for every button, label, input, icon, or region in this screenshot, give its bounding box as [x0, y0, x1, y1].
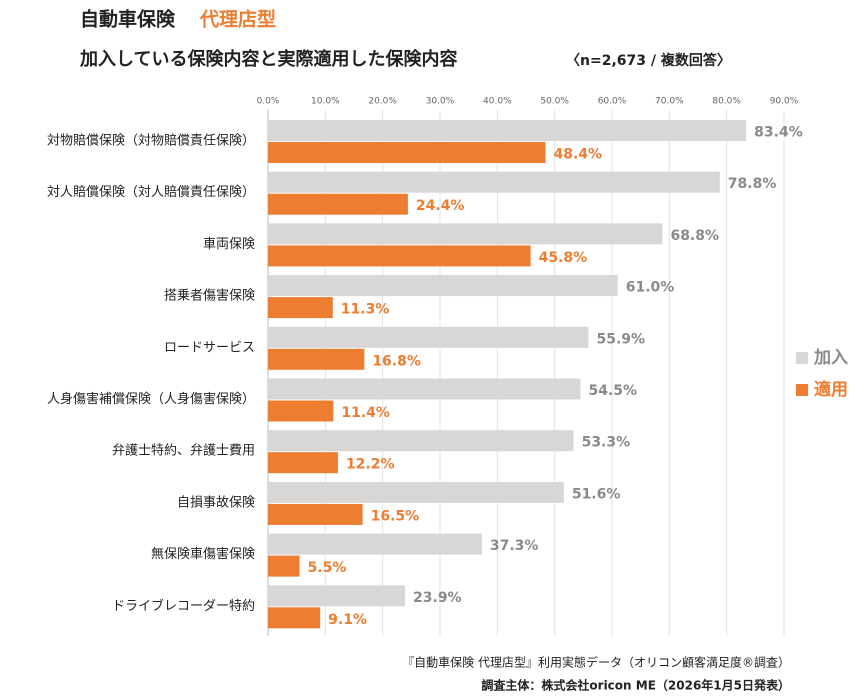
bar [268, 607, 321, 629]
value-label: 54.5% [588, 383, 637, 399]
y-tick-label: 対人賠償保険（対人賠償責任保険） [47, 185, 255, 200]
y-tick-label: 無保険車傷害保険 [151, 546, 255, 562]
bar [268, 297, 333, 319]
x-tick-label: 30.0% [426, 97, 455, 107]
y-tick-label: ロードサービス [164, 340, 255, 355]
x-tick-label: 60.0% [598, 97, 627, 107]
x-tick-label: 70.0% [655, 97, 684, 107]
chart-subtitle: 加入している保険内容と実際適用した保険内容 [79, 48, 457, 70]
value-label: 37.3% [490, 538, 539, 554]
x-tick-label: 20.0% [368, 97, 397, 107]
y-tick-label: 対物賠償保険（対物賠償責任保険） [47, 134, 255, 149]
value-label: 61.0% [626, 280, 675, 296]
value-label: 16.8% [372, 353, 421, 369]
bar [268, 193, 408, 215]
legend-label: 加入 [813, 348, 848, 368]
bar [268, 481, 564, 503]
x-tick-label: 80.0% [712, 97, 741, 107]
value-label: 12.2% [346, 457, 395, 473]
source-note: 『自動車保険 代理店型』利用実態データ（オリコン顧客満足度®調査） [402, 655, 790, 670]
y-tick-label: 弁護士特約、弁護士費用 [112, 443, 255, 459]
bar [268, 120, 747, 141]
value-label: 83.4% [754, 125, 803, 141]
x-tick-label: 10.0% [311, 97, 340, 107]
bar [268, 171, 720, 193]
y-tick-label: 自損事故保険 [177, 495, 255, 510]
bar [268, 430, 574, 452]
y-tick-label: ドライブレコーダー特約 [112, 598, 255, 614]
bar [268, 348, 365, 370]
bar [268, 533, 482, 555]
value-label: 45.8% [539, 250, 588, 266]
value-label: 53.3% [582, 435, 631, 451]
bar [268, 326, 589, 348]
value-label: 16.5% [371, 508, 420, 524]
bar [268, 378, 581, 400]
y-tick-label: 搭乗者傷害保険 [164, 288, 255, 304]
bar [268, 585, 406, 607]
bar [268, 245, 531, 267]
legend-swatch [796, 384, 808, 396]
legend-swatch [796, 352, 808, 364]
y-tick-label: 人身傷害補償保険（人身傷害保険） [47, 391, 255, 407]
x-tick-label: 90.0% [770, 97, 799, 107]
source-note: 調査主体：株式会社oricon ME（2026年1月5日発表） [481, 678, 790, 693]
value-label: 24.4% [416, 198, 465, 214]
value-label: 23.9% [413, 590, 462, 606]
value-label: 55.9% [596, 331, 645, 347]
x-tick-label: 50.0% [540, 97, 569, 107]
value-label: 78.8% [728, 176, 777, 192]
x-tick-label: 0.0% [257, 97, 280, 107]
value-label: 9.1% [328, 612, 367, 628]
y-tick-label: 車両保険 [203, 237, 255, 252]
bar [268, 452, 338, 474]
bar [268, 555, 300, 577]
bar [268, 142, 546, 163]
bar [268, 400, 334, 422]
value-label: 51.6% [572, 486, 621, 502]
value-label: 11.3% [341, 302, 390, 318]
subtitle-note: 〈n=2,673 / 複数回答〉 [566, 52, 731, 69]
chart-title: 自動車保険 [80, 8, 176, 31]
value-label: 5.5% [308, 560, 347, 576]
value-label: 11.4% [341, 405, 390, 421]
x-tick-label: 40.0% [483, 97, 512, 107]
chart-title-highlight: 代理店型 [199, 8, 276, 31]
value-label: 48.4% [553, 147, 602, 163]
bar [268, 223, 663, 245]
value-label: 68.8% [670, 228, 719, 244]
bar [268, 275, 618, 297]
bar [268, 503, 363, 525]
legend-label: 適用 [814, 379, 848, 400]
